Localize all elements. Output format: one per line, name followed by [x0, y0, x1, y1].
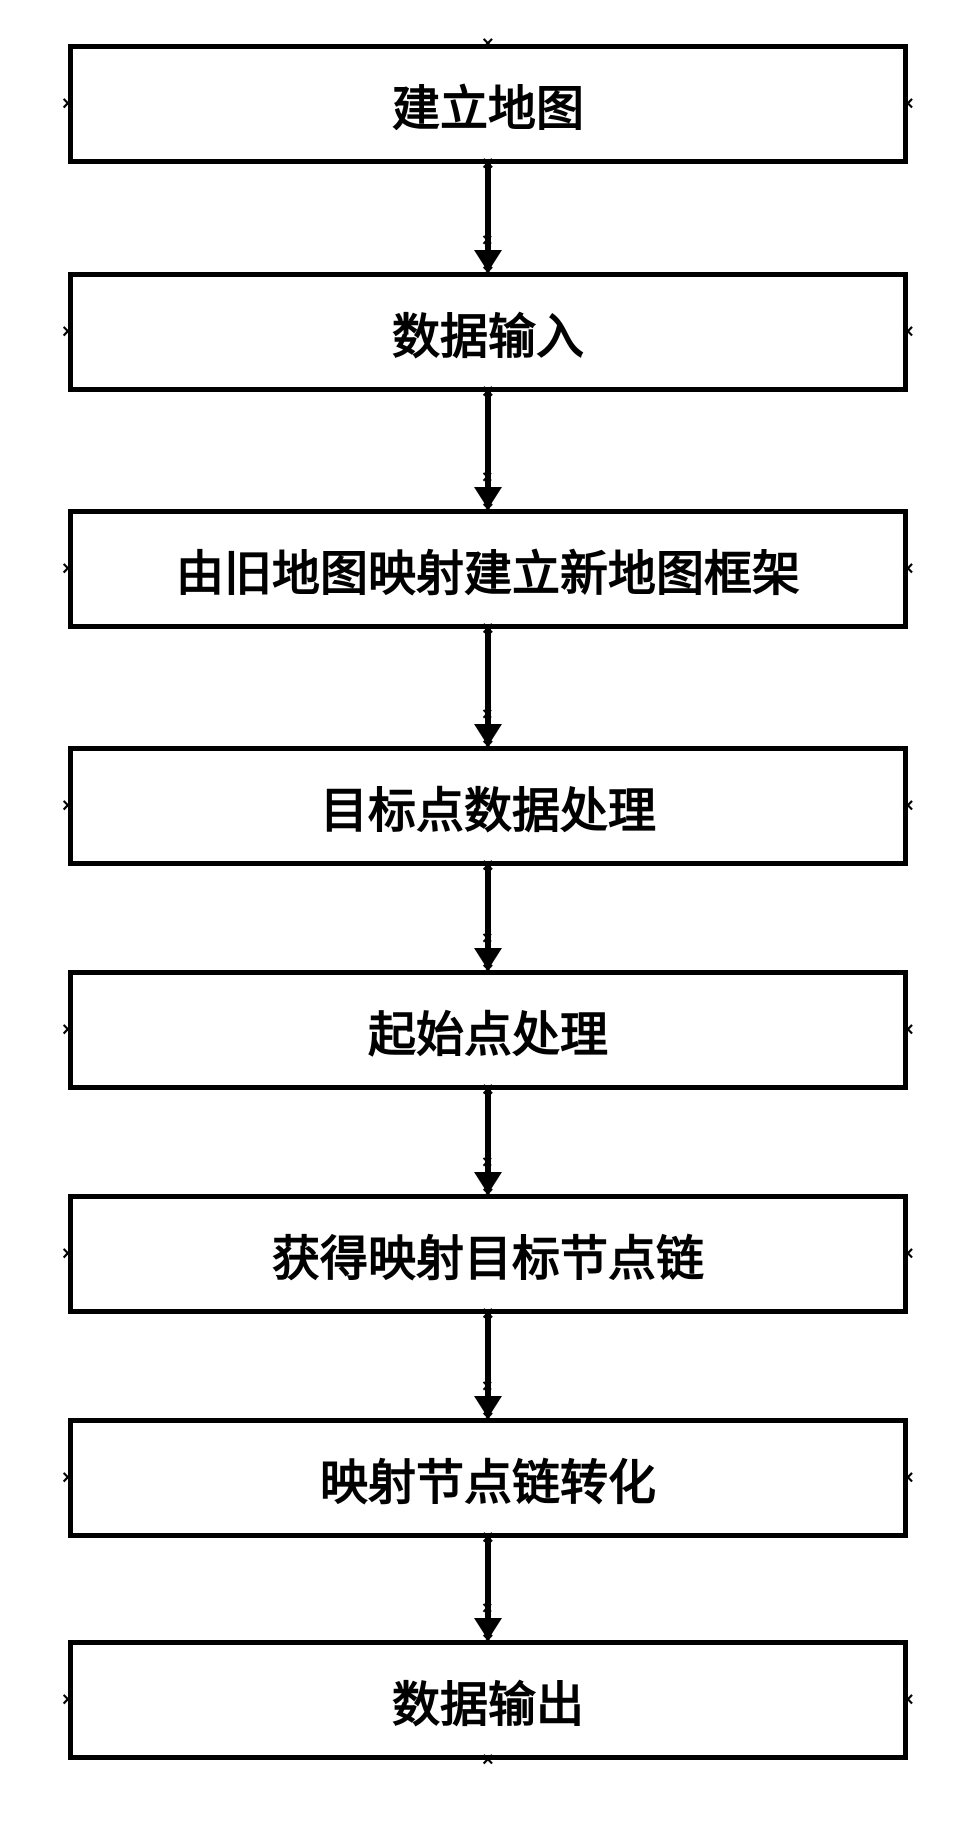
arrow-head — [474, 724, 502, 746]
border-tick: × — [902, 94, 914, 114]
border-tick: × — [902, 1020, 914, 1040]
border-tick: × — [62, 1244, 74, 1264]
border-tick: × — [482, 34, 494, 54]
border-tick: × — [62, 322, 74, 342]
arrow-head — [474, 948, 502, 970]
flowchart-node-n8: 数据输出 — [68, 1640, 908, 1760]
arrow-head — [474, 1396, 502, 1418]
node-label: 目标点数据处理 — [320, 771, 656, 841]
flowchart-node-n2: 数据输入 — [68, 272, 908, 392]
arrow-head — [474, 1618, 502, 1640]
node-label: 数据输出 — [392, 1665, 584, 1735]
arrow-tick: × — [482, 1376, 493, 1397]
node-label: 数据输入 — [392, 297, 584, 367]
arrow-tick: × — [482, 1598, 493, 1619]
flowchart-node-n1: 建立地图 — [68, 44, 908, 164]
node-label: 由旧地图映射建立新地图框架 — [176, 534, 800, 604]
node-label: 获得映射目标节点链 — [272, 1219, 704, 1289]
flowchart-node-n4: 目标点数据处理 — [68, 746, 908, 866]
arrow-tick: × — [482, 704, 493, 725]
border-tick: × — [62, 1690, 74, 1710]
border-tick: × — [902, 1690, 914, 1710]
flowchart-node-n7: 映射节点链转化 — [68, 1418, 908, 1538]
border-tick: × — [902, 796, 914, 816]
node-label: 建立地图 — [392, 69, 584, 139]
border-tick: × — [62, 1020, 74, 1040]
arrow-head — [474, 1172, 502, 1194]
flowchart-node-n6: 获得映射目标节点链 — [68, 1194, 908, 1314]
arrow-tick: × — [482, 1152, 493, 1173]
flowchart-container: 建立地图 × × × × 数据输入 × × × × 由旧地图映射建立新地图框架 × × × × 目标点数据处理… — [0, 0, 976, 1840]
node-label: 起始点处理 — [368, 995, 608, 1065]
border-tick: × — [62, 796, 74, 816]
arrow-head — [474, 250, 502, 272]
arrow-head — [474, 487, 502, 509]
border-tick: × — [482, 1750, 494, 1770]
flowchart-node-n3: 由旧地图映射建立新地图框架 — [68, 509, 908, 629]
arrow-tick: × — [482, 230, 493, 251]
border-tick: × — [62, 94, 74, 114]
border-tick: × — [902, 1468, 914, 1488]
node-label: 映射节点链转化 — [320, 1443, 656, 1513]
border-tick: × — [62, 1468, 74, 1488]
border-tick: × — [902, 1244, 914, 1264]
arrow-tick: × — [482, 928, 493, 949]
border-tick: × — [902, 322, 914, 342]
border-tick: × — [902, 559, 914, 579]
arrow-tick: × — [482, 467, 493, 488]
flowchart-node-n5: 起始点处理 — [68, 970, 908, 1090]
border-tick: × — [62, 559, 74, 579]
